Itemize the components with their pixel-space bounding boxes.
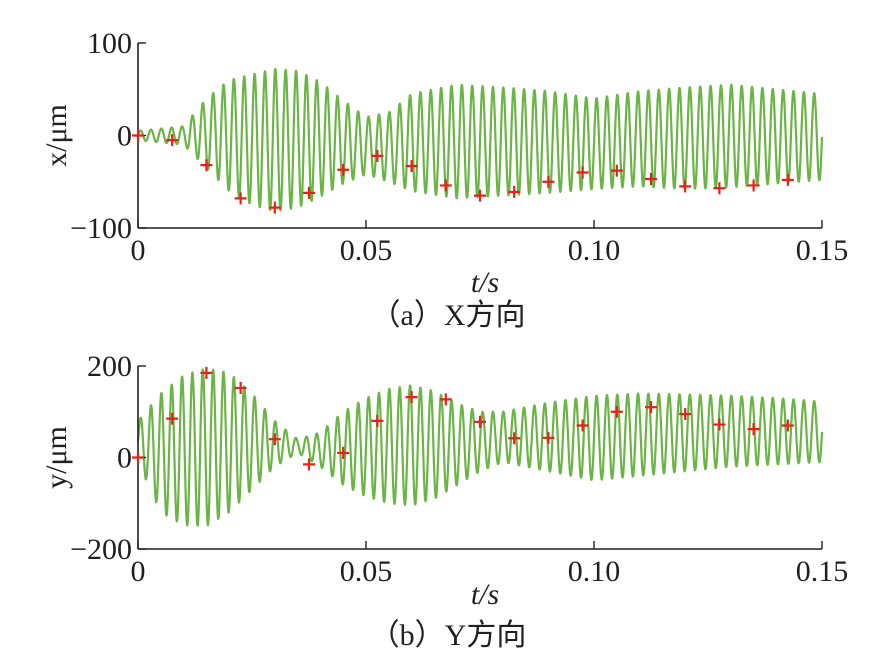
data-point-marker — [303, 186, 315, 199]
data-point-marker — [234, 192, 247, 205]
x-axis-label: t/s — [471, 578, 499, 611]
data-point-marker — [679, 180, 692, 193]
x-tick-label: 0 — [131, 555, 146, 588]
data-point-marker — [747, 423, 760, 436]
data-point-marker — [576, 166, 589, 179]
data-point-marker — [200, 366, 213, 379]
data-point-marker — [576, 419, 589, 432]
series-line — [136, 67, 824, 212]
data-point-marker — [166, 134, 179, 147]
data-point-marker — [337, 163, 350, 176]
y-tick-label: −100 — [70, 212, 132, 245]
x-tick-label: 0 — [131, 234, 146, 267]
y-tick-label: −200 — [70, 533, 132, 566]
data-point-marker — [166, 412, 179, 425]
data-point-marker — [508, 432, 521, 445]
data-point-marker — [610, 164, 623, 177]
data-point-marker — [645, 172, 657, 185]
data-point-marker — [132, 451, 144, 464]
data-point-marker — [474, 189, 486, 202]
x-tick-label: 0.10 — [568, 234, 621, 267]
data-point-marker — [337, 446, 350, 459]
x-axis-label: t/s — [471, 266, 499, 299]
x-tick-label: 0.05 — [340, 555, 393, 588]
data-point-marker — [679, 408, 692, 421]
data-point-marker — [405, 391, 418, 404]
x-tick-label: 0.05 — [340, 234, 393, 267]
y-axis-label: y/μm — [40, 426, 73, 489]
data-point-marker — [713, 418, 726, 431]
data-point-marker — [542, 175, 555, 188]
x-tick-label: 0.15 — [796, 555, 849, 588]
data-point-marker — [234, 381, 247, 394]
data-point-marker — [747, 179, 760, 192]
data-point-marker — [508, 185, 521, 198]
series-line — [136, 368, 824, 527]
data-point-marker — [371, 149, 384, 162]
data-point-marker — [713, 182, 726, 195]
x-tick-label: 0.10 — [568, 555, 621, 588]
data-point-marker — [439, 179, 452, 192]
data-point-marker — [268, 201, 281, 214]
data-point-marker — [200, 159, 213, 172]
data-point-marker — [781, 419, 794, 432]
data-point-marker — [610, 405, 623, 418]
x-tick-label: 0.15 — [796, 234, 849, 267]
y-axis-label: x/μm — [40, 104, 73, 167]
panel-caption: （a）X方向 — [371, 299, 526, 332]
data-point-marker — [303, 458, 315, 471]
y-tick-label: 200 — [87, 350, 132, 383]
data-point-marker — [542, 431, 555, 444]
panel-caption: （b）Y方向 — [370, 619, 527, 652]
data-point-marker — [268, 433, 281, 446]
data-point-marker — [371, 414, 384, 427]
data-point-marker — [781, 173, 794, 186]
data-point-marker — [132, 129, 144, 142]
data-point-marker — [474, 415, 486, 428]
data-point-marker — [439, 393, 452, 406]
data-point-marker — [405, 160, 418, 173]
y-tick-label: 100 — [87, 27, 132, 60]
y-tick-label: 0 — [117, 442, 132, 475]
data-point-marker — [645, 401, 657, 414]
y-tick-label: 0 — [117, 120, 132, 153]
